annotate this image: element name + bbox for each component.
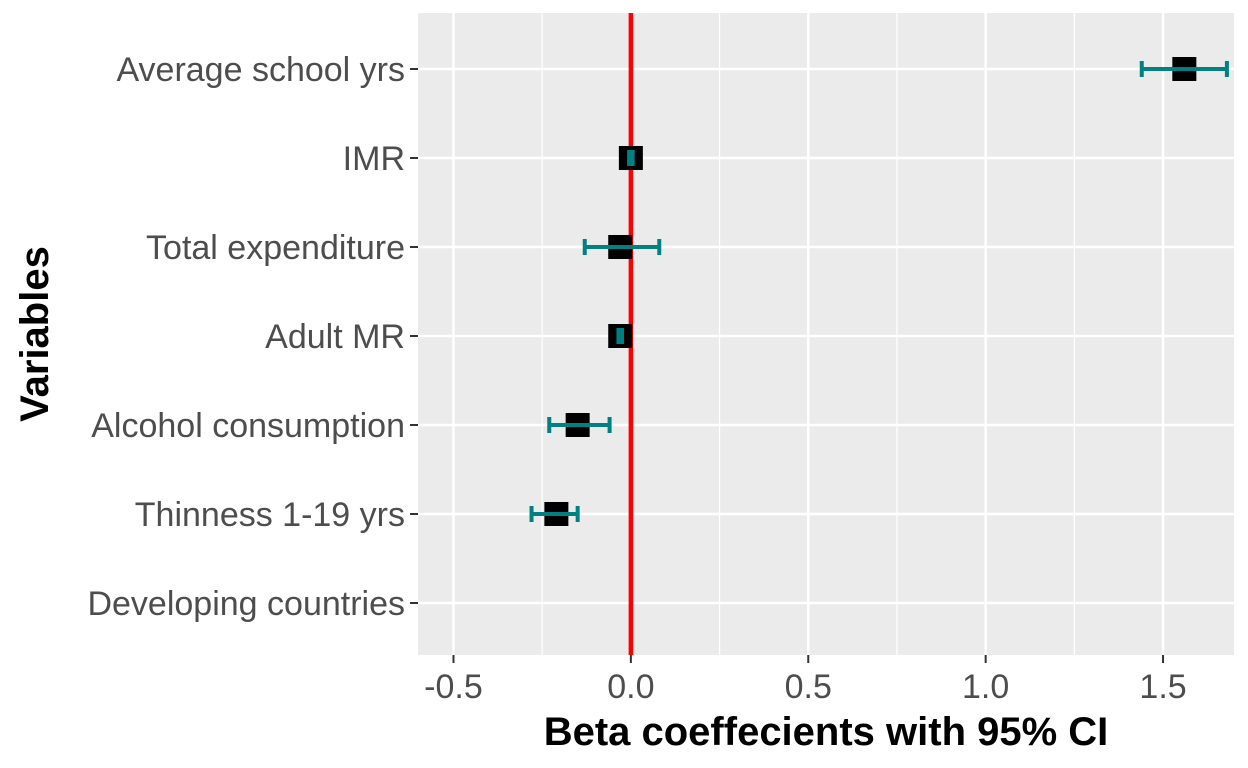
y-tick-label: Thinness 1-19 yrs bbox=[135, 496, 405, 534]
y-tick-label: Developing countries bbox=[87, 585, 405, 623]
x-axis-title: Beta coeffecients with 95% CI bbox=[544, 710, 1109, 754]
x-tick-label: 1.5 bbox=[1139, 668, 1186, 706]
y-tick-label: IMR bbox=[343, 140, 405, 178]
y-tick-label: Average school yrs bbox=[116, 51, 405, 89]
x-tick-label: 0.5 bbox=[785, 668, 832, 706]
y-tick-label: Total expenditure bbox=[146, 229, 405, 267]
x-tick-label: 1.0 bbox=[962, 668, 1009, 706]
y-tick-label: Adult MR bbox=[265, 318, 405, 356]
x-axis-ticks: -0.5 0.0 0.5 1.0 1.5 bbox=[424, 655, 1187, 706]
y-tick-label: Alcohol consumption bbox=[91, 407, 405, 445]
data-marks bbox=[529, 57, 1229, 526]
x-tick-label: -0.5 bbox=[424, 668, 483, 706]
y-axis-title: Variables bbox=[13, 246, 57, 422]
y-axis-ticks: Average school yrs IMR Total expenditure Ad… bbox=[87, 51, 418, 623]
x-tick-label: 0.0 bbox=[607, 668, 654, 706]
plot-panel bbox=[418, 13, 1234, 655]
